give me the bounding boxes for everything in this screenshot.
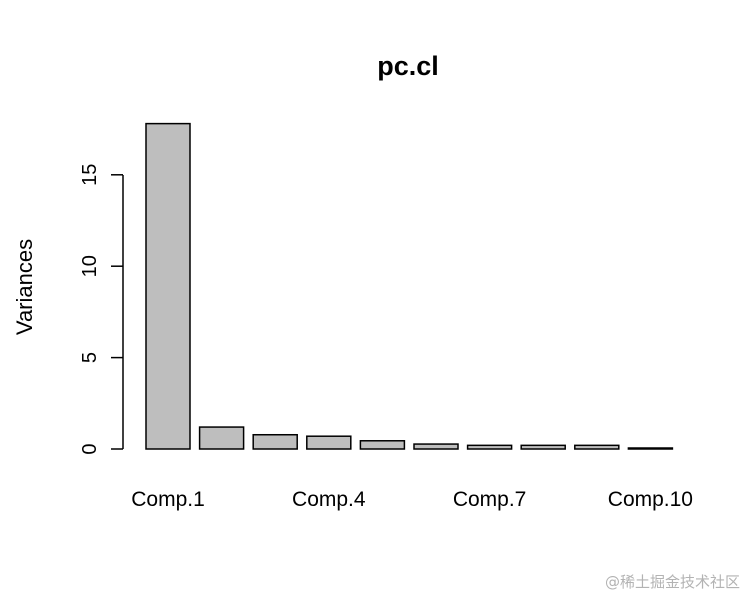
bar-comp-3 [252, 433, 298, 450]
bar-comp-8 [520, 444, 566, 450]
y-tick-label: 5 [79, 352, 101, 363]
y-tick-label: 10 [79, 255, 101, 277]
watermark: @稀土掘金技术社区 [604, 573, 740, 591]
bar-comp-6 [413, 443, 459, 450]
y-tick-label: 0 [79, 443, 101, 454]
x-tick-labels: Comp.1 Comp.4 Comp.7 Comp.10 [131, 488, 693, 511]
bars [145, 122, 674, 450]
bar-comp-10 [627, 447, 674, 450]
x-tick-label: Comp.1 [131, 488, 205, 511]
chart-title: pc.cl [377, 51, 439, 81]
y-ticks: 0 5 10 15 [79, 164, 123, 455]
bar-comp-1 [145, 122, 191, 450]
x-tick-label: Comp.4 [292, 488, 366, 511]
bar-comp-2 [198, 426, 245, 450]
bar-comp-5 [359, 440, 406, 450]
x-tick-label: Comp.10 [608, 488, 693, 511]
x-tick-label: Comp.7 [453, 488, 527, 511]
bar-comp-4 [306, 435, 352, 450]
bar-comp-7 [466, 444, 513, 450]
y-axis-label: Variances [12, 239, 37, 335]
bar-comp-9 [574, 444, 620, 450]
y-tick-label: 15 [79, 164, 101, 186]
